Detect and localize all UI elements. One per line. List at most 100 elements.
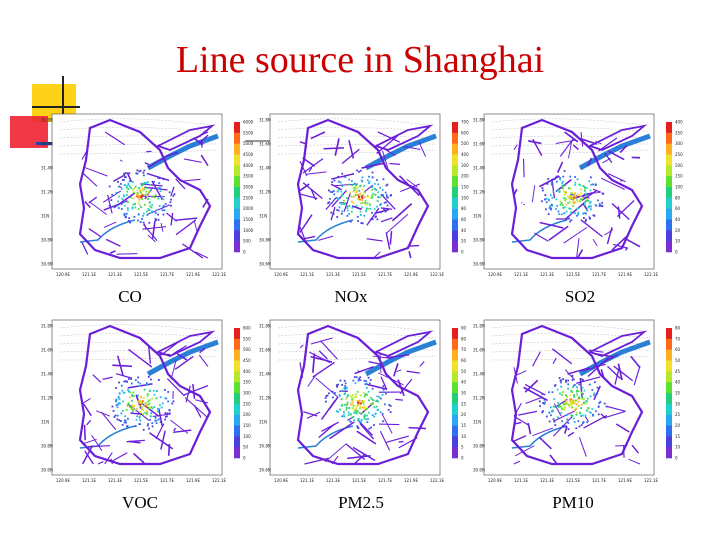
emission-cell [142,221,145,224]
road-segment [538,175,560,188]
road-segment [81,148,89,160]
road-segment [299,141,308,145]
road-segment [126,439,145,443]
emission-cell [131,206,134,209]
colorbar-swatch [234,122,240,134]
emission-cell [118,381,120,384]
emission-cell [361,206,364,209]
emission-cell [550,208,552,211]
emission-cell [553,420,556,423]
road-segment [102,376,113,381]
lat-tick-label: 31.2N [259,190,271,195]
emission-cell [140,407,143,410]
colorbar-tick-label: 80 [461,206,467,211]
road-segment [555,139,575,144]
emission-cell [367,390,370,393]
colorbar-tick-label: 20 [675,228,681,233]
emission-cell [146,198,149,200]
emission-cell [148,399,151,402]
road-segment [88,196,98,204]
emission-cell [138,385,141,387]
emission-cell [361,406,364,409]
emission-cell [131,399,133,402]
emission-cell [148,209,151,211]
road-segment [368,360,384,366]
emission-cell [142,428,145,431]
boundary-line [491,127,651,133]
emission-cell [127,417,129,420]
emission-cell [374,182,376,185]
emission-cell [572,417,575,420]
lat-tick-label: 30.8N [41,444,53,449]
road-segment [587,357,610,378]
road-segment [324,443,347,463]
lon-tick-label: 121.1E [300,272,314,277]
emission-cell [551,391,554,394]
emission-cell [569,207,572,210]
emission-cell [374,412,377,415]
emission-cell [589,217,591,220]
emission-cell [135,195,138,198]
emission-cell [577,404,580,407]
emission-cell [164,397,167,400]
road-segment [406,370,420,374]
emission-cell [126,190,129,193]
emission-cell [136,172,139,175]
emission-cell [145,410,148,412]
road-segment [631,444,640,454]
emission-cell [359,214,362,216]
emission-cell [358,198,361,201]
emission-cell [146,194,149,197]
road-segment [147,234,156,243]
colorbar-swatch [234,425,240,437]
road-segment [175,178,186,190]
emission-cell [140,406,143,409]
emission-cell [146,187,149,189]
road-segment [299,214,313,233]
emission-cell [586,198,589,200]
emission-cell [143,174,145,177]
emission-cell [164,412,167,415]
emission-cell [386,183,389,186]
emission-cell [141,187,144,190]
emission-cell [553,178,556,181]
emission-cell [162,204,165,207]
colorbar-tick-label: 6000 [243,120,254,125]
emission-cell [386,196,389,199]
emission-cell [328,201,331,204]
emission-cell [561,408,564,411]
emission-cell [326,394,329,397]
emission-cell [344,392,347,395]
road-segment [363,184,374,193]
emission-cell [139,415,141,418]
road-segment [341,148,360,165]
colorbar-swatch [234,393,240,405]
colorbar-tick-label: 300 [243,391,251,396]
emission-cell [389,405,392,407]
emission-cell [137,219,139,222]
emission-cell [154,212,157,214]
emission-cell [164,418,166,421]
emission-cell [547,178,550,180]
road-segment [398,175,420,197]
lat-tick-label: 30.8N [473,238,485,243]
emission-cell [362,201,364,204]
emission-hotspot [327,169,393,225]
emission-cell [160,195,163,198]
road-segment [407,244,420,247]
emission-hotspot [538,374,608,431]
emission-cell [575,427,578,430]
emission-cell [139,411,141,413]
colorbar-swatch [234,230,240,242]
emission-cell [542,410,544,412]
emission-cell [358,170,360,173]
road-segment [513,402,522,417]
emission-cell [138,187,140,189]
emission-cell [157,213,159,216]
slide-accent-horizontal-line [32,106,80,108]
lon-tick-label: 122.1E [212,478,226,483]
emission-cell [132,197,135,200]
emission-cell [559,203,562,206]
emission-cell [354,407,357,410]
emission-cell [141,198,144,200]
